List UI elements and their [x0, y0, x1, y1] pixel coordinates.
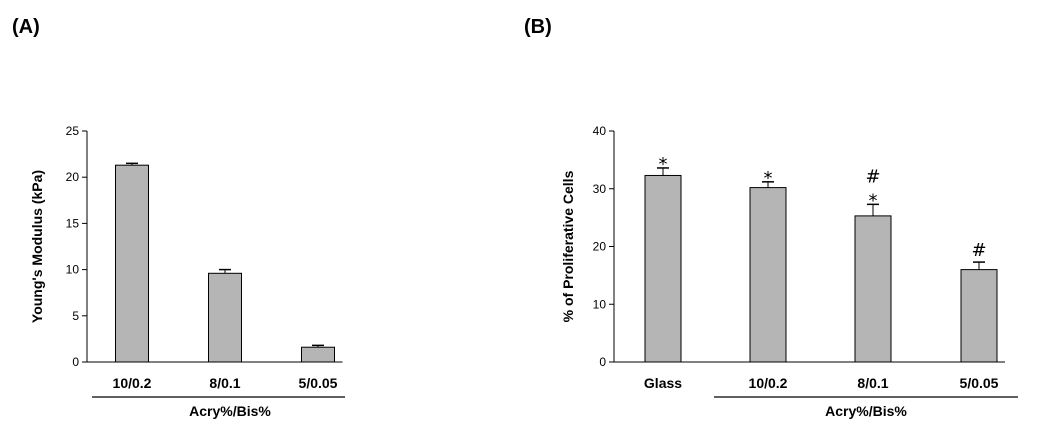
bar: [301, 346, 335, 363]
y-tick-label: 0: [72, 355, 79, 369]
y-tick-label: 10: [66, 263, 80, 277]
chart-a: 0 5 10 15 20 25 10/0.2 8/0.1 5/0.05 Acry%/Bis% You…: [29, 124, 345, 419]
x-axis-title: Acry%/Bis%: [825, 403, 907, 419]
significance-mark: *: [764, 168, 773, 189]
y-tick-label: 0: [599, 355, 606, 369]
category-label: 5/0.05: [960, 375, 999, 391]
bar: [644, 174, 682, 363]
category-label: 10/0.2: [749, 375, 788, 391]
y-tick-label: 20: [66, 170, 80, 184]
panel-label-a: (A): [12, 16, 40, 38]
category-label: 5/0.05: [299, 375, 338, 391]
bar: [749, 187, 787, 363]
x-axis-title: Acry%/Bis%: [189, 403, 271, 419]
category-label: 10/0.2: [113, 375, 152, 391]
y-tick-label: 40: [593, 124, 607, 138]
y-tick-label: 20: [593, 240, 607, 254]
significance-mark: #: [865, 166, 880, 187]
category-label: 8/0.1: [209, 375, 240, 391]
y-axis-title: % of Proliferative Cells: [560, 170, 576, 322]
significance-mark: *: [869, 190, 878, 211]
bar: [208, 272, 242, 363]
category-label: 8/0.1: [857, 375, 888, 391]
y-tick-label: 5: [72, 309, 79, 323]
significance-mark: #: [971, 240, 986, 261]
y-axis-title: Young's Modulus (kPa): [29, 170, 45, 323]
y-tick-label: 10: [593, 297, 607, 311]
bar: [854, 215, 892, 363]
bar: [960, 269, 998, 363]
panel-label-b: (B): [524, 16, 552, 38]
y-tick-label: 15: [66, 216, 80, 230]
significance-mark: *: [659, 154, 668, 175]
chart-b: 0 10 20 30 40 Glass * 10/0.2 * 8/0.1 * #5/0.05 # Acry…: [560, 124, 1018, 419]
category-label: Glass: [644, 375, 682, 391]
bar: [115, 164, 149, 363]
y-tick-label: 30: [593, 182, 607, 196]
y-tick-label: 25: [66, 124, 80, 138]
